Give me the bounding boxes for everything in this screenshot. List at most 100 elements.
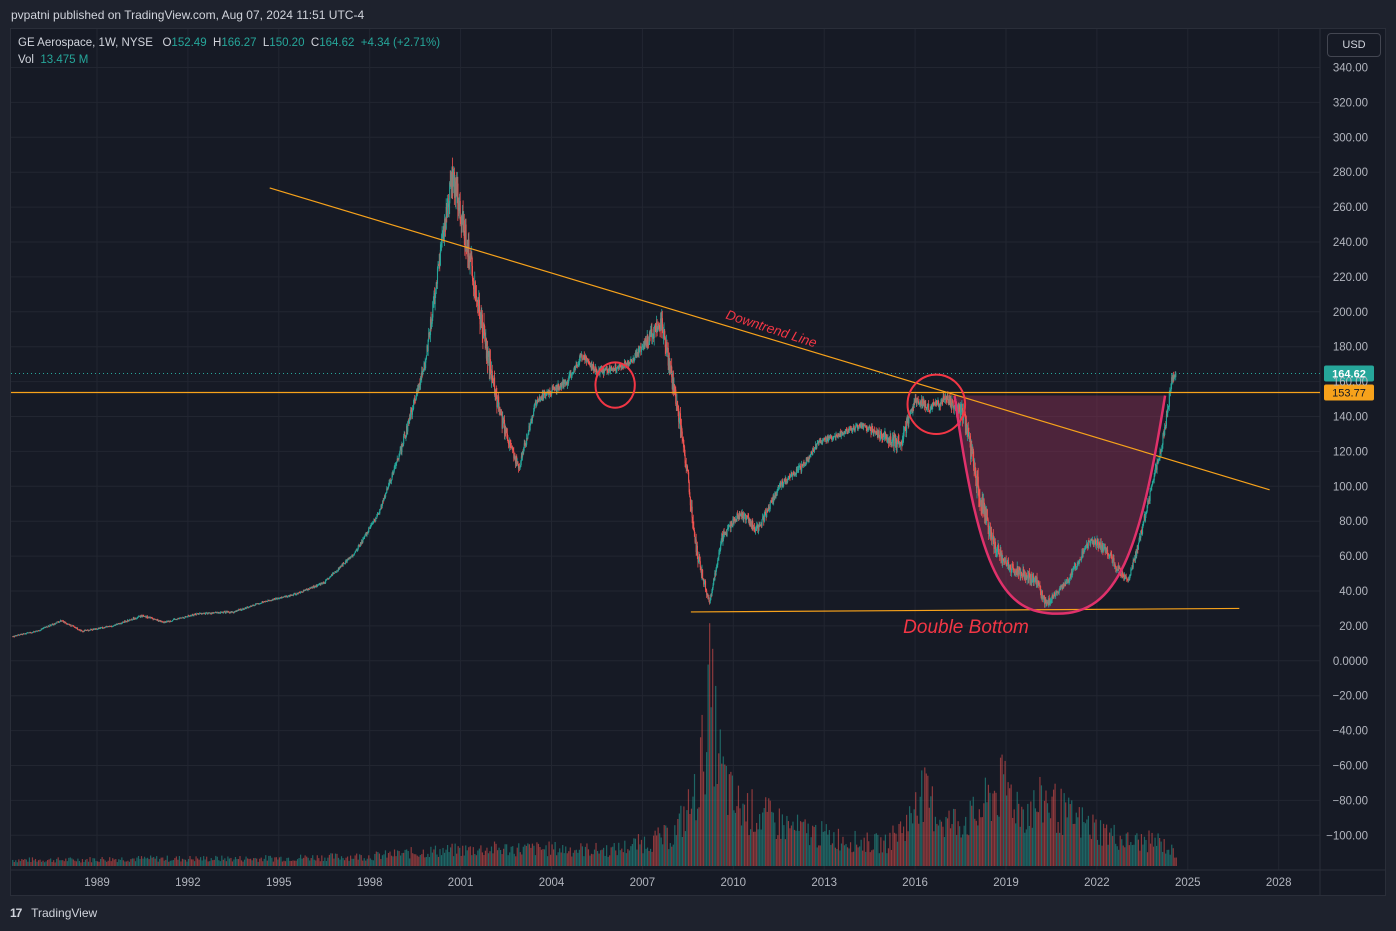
candle-body: [286, 595, 288, 597]
candle-body: [717, 560, 719, 565]
volume-bar: [296, 859, 299, 866]
candle-body: [1080, 559, 1082, 561]
candle-body: [679, 413, 682, 430]
candle-body: [1034, 576, 1036, 582]
volume-bar: [740, 825, 743, 866]
volume-bar: [1068, 797, 1070, 866]
candle-body: [774, 493, 777, 498]
candle-body: [444, 222, 446, 224]
candle-body: [335, 571, 337, 573]
volume-bar: [787, 821, 790, 866]
candle-body: [924, 403, 926, 408]
candle-body: [1164, 425, 1166, 428]
volume-bar: [307, 857, 309, 866]
volume-bar: [465, 845, 467, 866]
candle-body: [984, 508, 986, 515]
candle-body: [585, 355, 587, 358]
candle-body: [496, 403, 499, 407]
candle-body: [70, 624, 72, 627]
volume-bar: [615, 850, 617, 866]
candle-body: [358, 544, 360, 547]
candle-body: [1094, 538, 1096, 542]
volume-bar: [896, 841, 899, 866]
candle-body: [957, 406, 959, 410]
candle-body: [288, 595, 291, 597]
candle-body: [1077, 561, 1079, 565]
candle-body: [344, 561, 346, 564]
candle-body: [370, 524, 372, 526]
candle-body: [201, 613, 203, 615]
candle-body: [420, 377, 422, 386]
candle-body: [764, 511, 766, 514]
candle-body: [394, 465, 397, 467]
volume-bar: [1077, 817, 1079, 866]
volume-bar: [1084, 823, 1086, 866]
candle-body: [1172, 376, 1174, 382]
candle-body: [932, 402, 934, 407]
candle-body: [247, 607, 249, 609]
candle-body: [751, 520, 753, 528]
candle-body: [720, 544, 722, 550]
volume-label[interactable]: Vol: [18, 54, 34, 66]
candle-body: [684, 446, 686, 455]
candle-body: [125, 621, 127, 623]
candle-body: [1072, 570, 1074, 575]
candle-body: [428, 332, 430, 340]
symbol-name[interactable]: GE Aerospace, 1W, NYSE: [18, 37, 153, 49]
volume-bar: [445, 849, 447, 866]
candle-body: [1094, 538, 1096, 542]
candle-body: [341, 564, 344, 566]
volume-bar: [262, 861, 264, 866]
volume-bar: [266, 860, 268, 866]
candle-body: [787, 479, 789, 482]
candle-body: [881, 434, 883, 439]
candle-body: [1044, 596, 1046, 605]
candle-body: [171, 620, 173, 622]
candle-body: [498, 396, 500, 411]
volume-bar: [598, 853, 600, 866]
candle-body: [270, 600, 272, 601]
candle-body: [977, 476, 979, 488]
candle-body: [581, 354, 583, 359]
candle-body: [347, 558, 349, 560]
volume-bar: [378, 853, 380, 866]
volume-bar: [933, 831, 935, 866]
candle-body: [15, 635, 17, 637]
candle-body: [187, 615, 189, 617]
candle-body: [66, 623, 68, 625]
x-tick-label: 2007: [630, 877, 656, 889]
volume-bar: [595, 842, 597, 866]
candle-body: [802, 461, 804, 467]
candle-body: [289, 594, 291, 597]
tradingview-logo[interactable]: 17 TradingView: [10, 906, 97, 920]
candle-body: [393, 470, 395, 474]
volume-bar: [419, 855, 421, 866]
candle-body: [162, 621, 164, 623]
candle-body: [406, 426, 408, 436]
y-tick-label: −20.00: [1333, 691, 1369, 703]
candle-body: [780, 483, 782, 487]
candle-body: [1057, 591, 1059, 593]
volume-bar: [386, 857, 388, 866]
candle-body: [975, 485, 978, 489]
candle-body: [401, 444, 404, 447]
candle-body: [998, 554, 1000, 556]
candle-body: [931, 406, 933, 410]
candle-body: [1105, 548, 1107, 552]
candle-body: [966, 424, 968, 435]
candle-body: [1155, 465, 1158, 470]
volume-bar: [257, 861, 259, 866]
currency-button[interactable]: USD: [1327, 33, 1381, 57]
volume-bar: [392, 856, 394, 866]
candle-body: [239, 608, 242, 611]
legend-volume-row: Vol 13.475 M: [18, 52, 440, 69]
candle-body: [689, 492, 691, 498]
candle-body: [811, 451, 813, 453]
candle-body: [661, 318, 663, 330]
candle-body: [489, 359, 491, 371]
candle-body: [603, 369, 605, 375]
candle-body: [663, 334, 665, 339]
candle-body: [436, 282, 438, 284]
volume-bar: [1112, 836, 1114, 866]
